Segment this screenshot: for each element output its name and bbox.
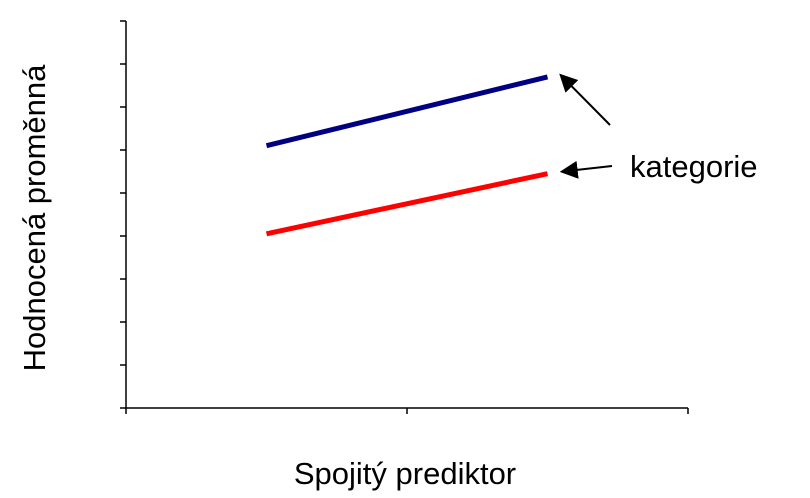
series-line-2 xyxy=(265,171,549,237)
y-ticks xyxy=(120,20,126,409)
annotation: kategorie xyxy=(559,73,758,184)
series-line-1 xyxy=(265,74,549,149)
x-ticks xyxy=(125,408,689,414)
x-axis-label: Spojitý prediktor xyxy=(294,456,516,491)
axes xyxy=(120,20,689,414)
annotation-arrow-upper xyxy=(559,73,611,126)
annotation-arrow-lower xyxy=(559,160,613,179)
series-layer xyxy=(265,74,549,237)
annotation-label: kategorie xyxy=(630,149,758,184)
y-axis-label: Hodnocená proměnná xyxy=(17,64,52,372)
